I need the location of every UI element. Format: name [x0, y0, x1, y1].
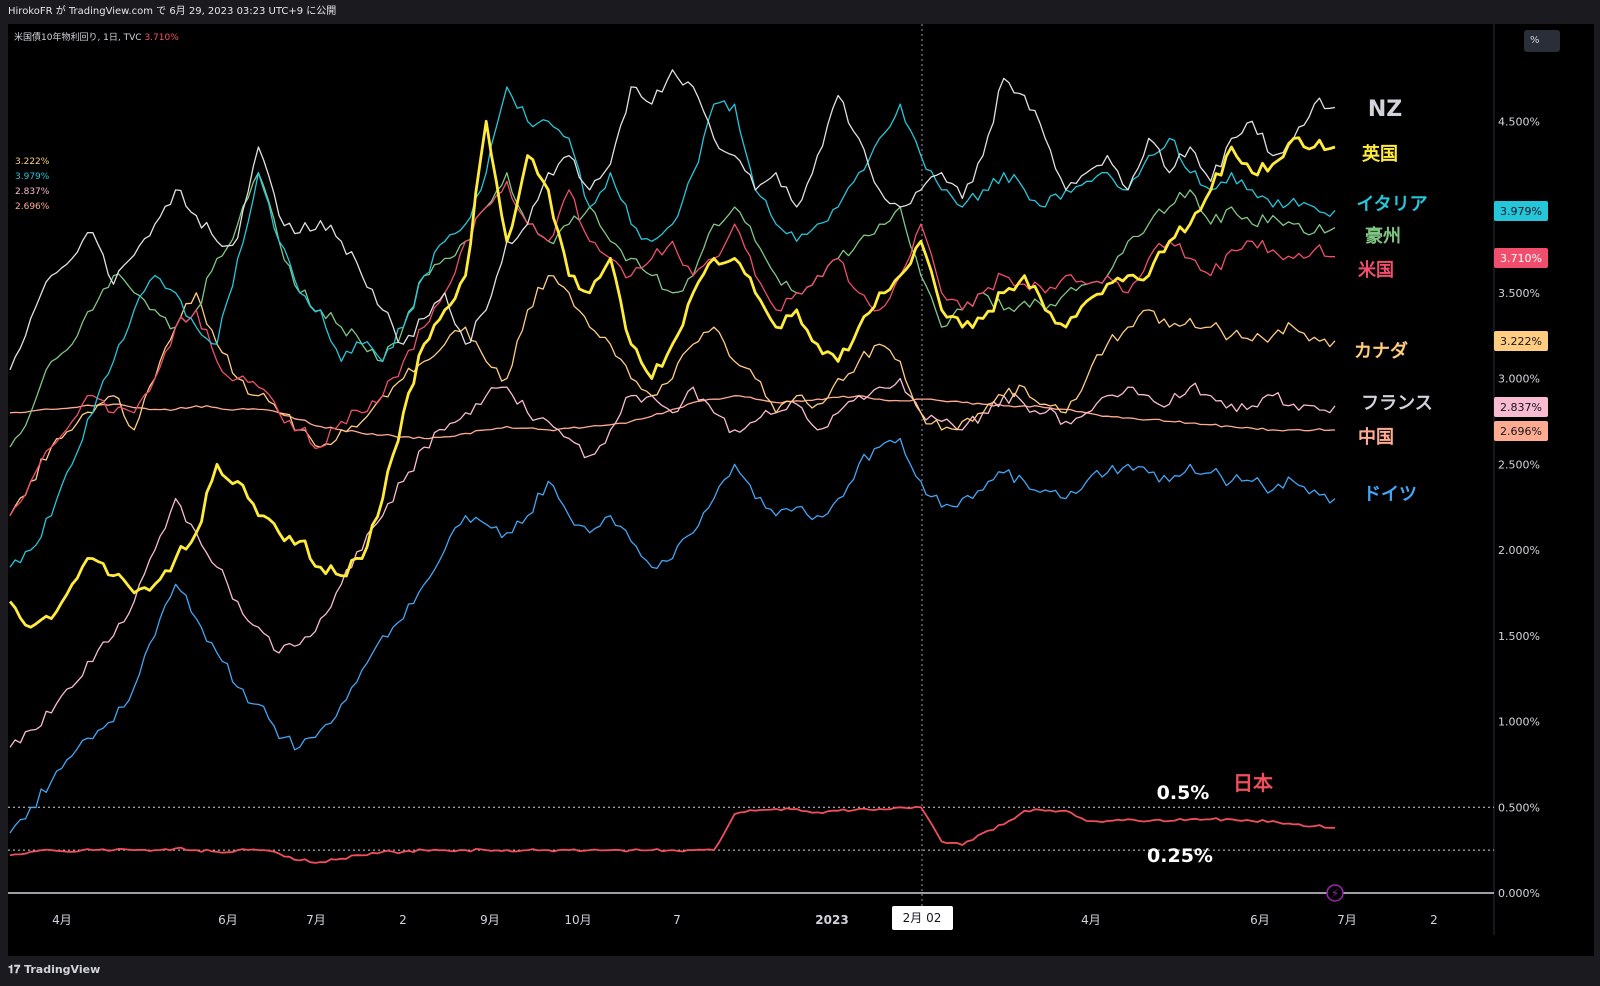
series-label: 英国: [1361, 143, 1398, 165]
crosshair-date-label: 2月 02: [903, 911, 942, 925]
price-tag: [1494, 421, 1548, 441]
series-label: 豪州: [1365, 225, 1401, 247]
y-tick-label: 1.500%: [1498, 630, 1540, 643]
series-label: フランス: [1361, 393, 1433, 414]
chart-frame: [8, 24, 1594, 956]
x-tick-label: 4月: [52, 913, 72, 927]
y-tick-label: 0.500%: [1498, 801, 1540, 814]
series-line-英国: [8, 119, 1336, 629]
y-tick-label: 3.000%: [1498, 373, 1540, 386]
x-tick-label: 4月: [1081, 913, 1101, 927]
watch-values: 3.222% 3.979% 2.837% 2.696%: [15, 155, 49, 215]
series-line-カナダ: [9, 274, 1336, 517]
tradingview-brand: 𝟏𝟕 TradingView: [8, 963, 100, 977]
price-tag: [1494, 397, 1548, 417]
symbol-legend[interactable]: 米国債10年物利回り, 1日, TVC 3.710%: [14, 30, 179, 43]
price-tag-label: 3.979%: [1500, 205, 1542, 218]
series-label: ドイツ: [1363, 484, 1417, 505]
crosshair-date-box: [892, 906, 953, 930]
x-tick-label: 6月: [218, 913, 238, 927]
watch-value: 2.696%: [15, 202, 50, 212]
annotation-025: 0.25%: [1147, 845, 1213, 867]
x-tick-label: 6月: [1250, 913, 1270, 927]
series-label: カナダ: [1354, 340, 1408, 362]
footer-bar: [0, 956, 1600, 986]
series-label: NZ: [1368, 97, 1402, 122]
watch-value: 3.222%: [15, 157, 50, 167]
symbol-label: 米国債10年物利回り, 1日, TVC: [14, 33, 142, 43]
x-tick-label: 2023: [815, 913, 848, 927]
series-line-豪州: [9, 172, 1336, 448]
x-tick-label: 7: [673, 913, 681, 927]
series-line-フランス: [9, 377, 1336, 748]
y-tick-label: 3.500%: [1498, 287, 1540, 300]
y-tick-label: 1.000%: [1498, 716, 1540, 729]
symbol-price: 3.710%: [144, 33, 179, 43]
series-label: 米国: [1358, 259, 1394, 281]
series-line-日本: [9, 806, 1335, 864]
series-label: 日本: [1233, 771, 1273, 795]
annotation-05: 0.5%: [1157, 782, 1210, 804]
y-tick-label: 4.500%: [1498, 115, 1540, 128]
price-tag: [1494, 331, 1548, 351]
watch-value: 2.837%: [15, 187, 50, 197]
series-label: 中国: [1358, 426, 1394, 448]
x-tick-label: 7月: [306, 913, 326, 927]
scale-toggle-button[interactable]: %: [1524, 30, 1560, 52]
price-tag-label: 2.837%: [1500, 401, 1542, 414]
tv-logo-icon: 𝟏𝟕: [8, 963, 25, 976]
x-tick-label: 2: [399, 913, 407, 927]
series-line-NZ: [9, 69, 1336, 371]
lightning-glyph: ⚡: [1331, 887, 1339, 900]
series-label: イタリア: [1356, 194, 1427, 215]
price-tag-label: 3.222%: [1500, 335, 1542, 348]
price-tag-label: 2.696%: [1500, 425, 1542, 438]
price-tag: [1494, 201, 1548, 221]
series-line-イタリア: [9, 86, 1336, 568]
x-tick-label: 2: [1430, 913, 1438, 927]
price-tag-label: 3.710%: [1500, 252, 1542, 265]
x-tick-label: 10月: [564, 913, 591, 927]
publish-header: HirokoFR が TradingView.com で 6月 29, 2023…: [0, 0, 1600, 24]
x-tick-label: 9月: [480, 913, 500, 927]
series-line-中国: [9, 395, 1336, 440]
y-tick-label: 0.000%: [1498, 887, 1540, 900]
brand-label: TradingView: [24, 963, 101, 976]
y-tick-label: 2.500%: [1498, 458, 1540, 471]
watch-value: 3.979%: [15, 172, 50, 182]
x-tick-label: 7月: [1337, 913, 1357, 927]
series-line-米国: [9, 180, 1335, 517]
y-tick-label: 2.000%: [1498, 544, 1540, 557]
series-line-ドイツ: [9, 437, 1336, 834]
price-tag: [1494, 248, 1548, 268]
lightning-icon[interactable]: [1326, 884, 1344, 902]
